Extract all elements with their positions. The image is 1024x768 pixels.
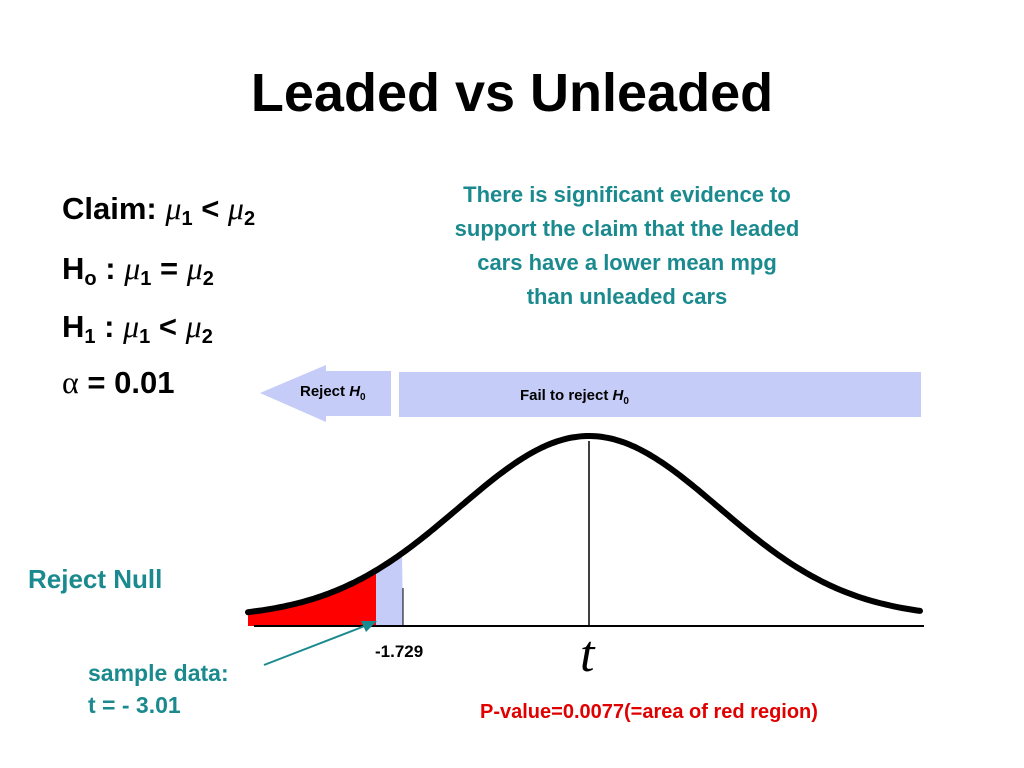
reject-null-label: Reject Null: [28, 564, 163, 594]
sample-data-label: sample data: t = - 3.01: [88, 657, 229, 721]
subscript: 0: [360, 392, 366, 403]
fail-to-reject-h0-label: Fail to reject H0: [520, 387, 629, 407]
h-symbol: H: [612, 387, 624, 404]
operator: <: [201, 191, 220, 226]
conclusion-line: support the claim that the leaded: [454, 216, 800, 241]
subscript: 1: [84, 326, 96, 348]
t-curve: [245, 433, 923, 616]
mu-symbol: μ: [165, 190, 182, 226]
mu-symbol: μ: [123, 308, 140, 344]
h1-label: H: [62, 309, 85, 344]
subscript: 2: [201, 326, 213, 348]
operator: =: [160, 251, 179, 286]
subscript: 1: [181, 208, 193, 230]
region-name: Fail to reject: [520, 387, 609, 404]
h0-label: H: [62, 251, 85, 286]
conclusion-line: than unleaded cars: [526, 284, 728, 309]
sample-data-line: t = - 3.01: [88, 692, 181, 718]
claim-label: Claim:: [62, 191, 157, 226]
subscript: 1: [140, 268, 152, 290]
operator: <: [158, 309, 178, 344]
pvalue-text: P-value=0.0077(=area of red region): [480, 701, 818, 723]
sample-data-arrow: [263, 623, 371, 666]
conclusion-line: cars have a lower mean mpg: [477, 250, 777, 275]
alpha-symbol: α: [62, 364, 79, 400]
subscript: 0: [623, 396, 629, 407]
colon: :: [104, 309, 115, 344]
pvalue-region: [248, 570, 376, 626]
region-name: Reject: [300, 383, 346, 400]
mu-symbol: μ: [186, 250, 203, 286]
subscript: 2: [202, 268, 214, 290]
reject-arrow: [260, 365, 391, 422]
alpha-line: α = 0.01: [62, 364, 174, 401]
mu-symbol: μ: [124, 250, 141, 286]
alpha-value: = 0.01: [87, 365, 175, 400]
x-axis-label: t: [580, 626, 595, 683]
reject-h0-label: Reject H0: [300, 383, 366, 403]
claim-line: Claim: μ1 < μ2: [62, 190, 256, 230]
conclusion-line: There is significant evidence to: [463, 182, 791, 207]
conclusion-text: There is significant evidence to support…: [398, 178, 856, 314]
subscript: o: [84, 268, 97, 290]
colon: :: [105, 251, 116, 286]
h-symbol: H: [349, 383, 361, 400]
alternative-hypothesis-line: H1 : μ1 < μ2: [62, 308, 213, 348]
sample-data-arrowhead: [361, 621, 377, 632]
subscript: 1: [139, 326, 151, 348]
mu-symbol: μ: [227, 190, 244, 226]
fail-to-reject-bar: [399, 372, 921, 417]
mu-symbol: μ: [185, 308, 202, 344]
slide-title: Leaded vs Unleaded: [250, 63, 774, 123]
sample-data-line: sample data:: [88, 660, 229, 686]
subscript: 2: [243, 208, 256, 230]
null-hypothesis-line: Ho : μ1 = μ2: [62, 250, 214, 290]
critical-value-label: -1.729: [375, 642, 424, 661]
